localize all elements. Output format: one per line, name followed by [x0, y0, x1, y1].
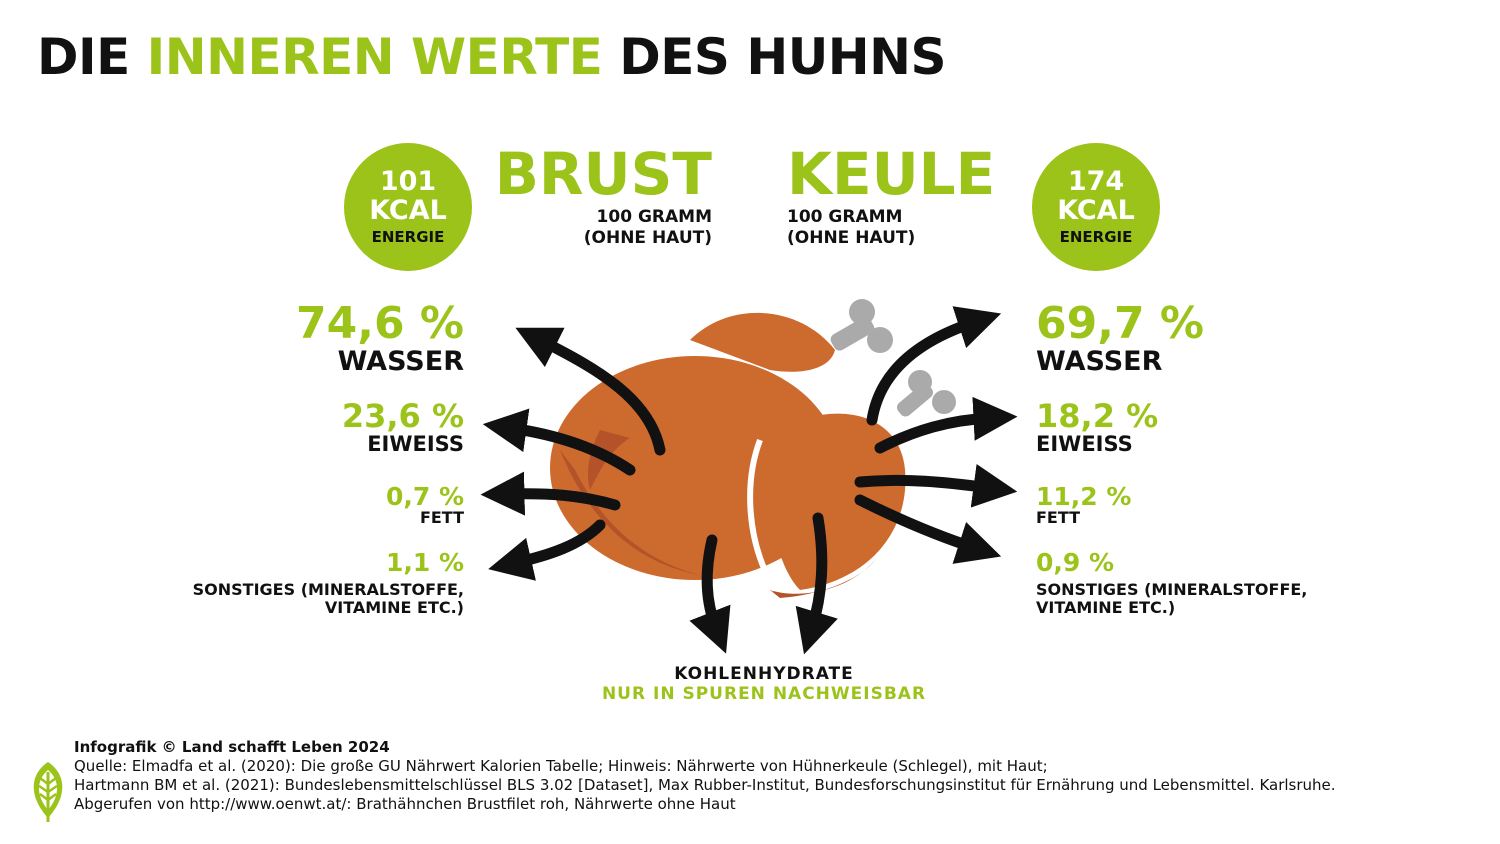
footer-line-3: Abgerufen von http://www.oenwt.at/: Brat… — [74, 795, 736, 813]
right-kcal-value: 174 — [1067, 166, 1125, 198]
left-arrow-water — [515, 327, 666, 456]
left-heading: BRUST — [494, 140, 712, 208]
footer-line-1: Quelle: Elmadfa et al. (2020): Die große… — [74, 757, 1048, 775]
right-arrow-carbs — [795, 512, 838, 655]
right-stat-other: 0,9 % SONSTIGES (MINERALSTOFFE, VITAMINE… — [1036, 550, 1307, 618]
left-fat-value: 0,7 % — [385, 482, 464, 511]
right-water-value: 69,7 % — [1036, 298, 1204, 349]
right-water-label: WASSER — [1036, 346, 1163, 377]
right-other-label-2: VITAMINE ETC.) — [1036, 598, 1176, 618]
left-arrow-protein — [482, 408, 636, 476]
right-arrow-protein — [874, 396, 1018, 454]
right-arrow-other — [854, 494, 1002, 564]
footer-line-2: Hartmann BM et al. (2021): Bundeslebensm… — [74, 776, 1336, 794]
left-protein-value: 23,6 % — [341, 397, 464, 435]
right-kcal-label: ENERGIE — [1059, 227, 1133, 246]
left-other-label-2: VITAMINE ETC.) — [324, 598, 464, 618]
right-kcal-unit: KCAL — [1057, 194, 1135, 226]
left-water-label: WASSER — [337, 346, 464, 377]
left-kcal-label: ENERGIE — [371, 227, 445, 246]
carbs-block: KOHLENHYDRATE NUR IN SPUREN NACHWEISBAR — [0, 664, 1500, 704]
carbs-title: KOHLENHYDRATE — [674, 664, 854, 684]
left-other-value: 1,1 % — [385, 548, 464, 577]
right-sub-2: (OHNE HAUT) — [787, 228, 916, 249]
right-stat-protein: 18,2 % EIWEISS — [1036, 400, 1158, 456]
carbs-note: NUR IN SPUREN NACHWEISBAR — [601, 684, 927, 704]
page-title: DIE INNEREN WERTE DES HUHNS — [37, 30, 946, 85]
left-kcal-unit: KCAL — [369, 194, 447, 226]
footer-credit: Infografik © Land schafft Leben 2024 — [74, 738, 390, 756]
left-heading-block: BRUST 100 GRAMM (OHNE HAUT) — [495, 145, 712, 250]
right-stat-water: 69,7 % WASSER — [1036, 298, 1204, 378]
left-arrow-other — [488, 519, 606, 581]
right-sub-1: 100 GRAMM — [787, 207, 903, 227]
right-protein-label: EIWEISS — [1036, 432, 1133, 456]
leaf-logo-icon — [33, 762, 63, 822]
right-arrows — [795, 306, 1018, 655]
right-fat-value: 11,2 % — [1036, 482, 1132, 511]
left-kcal-value: 101 — [379, 166, 437, 198]
footer-sources: Infografik © Land schafft Leben 2024 Que… — [74, 738, 1336, 814]
right-kcal-badge: 174 KCAL ENERGIE — [1032, 143, 1160, 271]
left-sub-2: (OHNE HAUT) — [583, 228, 712, 249]
left-stat-water: 74,6 % WASSER — [296, 298, 464, 378]
chicken-illustration — [480, 299, 1018, 655]
left-stat-other: 1,1 % SONSTIGES (MINERALSTOFFE, VITAMINE… — [193, 550, 464, 618]
left-stat-protein: 23,6 % EIWEISS — [342, 400, 464, 456]
left-water-value: 74,6 % — [296, 298, 464, 349]
left-arrow-fat — [480, 471, 621, 516]
right-fat-label: FETT — [1036, 508, 1081, 527]
left-other-label-1: SONSTIGES (MINERALSTOFFE, — [192, 580, 464, 599]
right-protein-value: 18,2 % — [1036, 397, 1159, 435]
left-kcal-badge: 101 KCAL ENERGIE — [344, 143, 472, 271]
drumstick-bone-icon — [830, 299, 956, 417]
left-stat-fat: 0,7 % FETT — [386, 484, 464, 527]
roast-chicken-icon — [550, 312, 906, 598]
right-arrow-fat — [854, 464, 1018, 508]
left-sub-1: 100 GRAMM — [596, 207, 712, 227]
right-heading: KEULE — [787, 140, 996, 208]
right-other-value: 0,9 % — [1036, 548, 1115, 577]
title-part-2: INNEREN WERTE — [146, 28, 603, 86]
left-fat-label: FETT — [419, 508, 464, 527]
left-protein-label: EIWEISS — [367, 432, 464, 456]
title-part-1: DIE — [37, 28, 147, 86]
title-part-3: DES HUHNS — [602, 28, 946, 86]
right-stat-fat: 11,2 % FETT — [1036, 484, 1131, 527]
right-arrow-water — [866, 306, 1002, 426]
right-heading-block: KEULE 100 GRAMM (OHNE HAUT) — [787, 145, 995, 250]
right-other-label-1: SONSTIGES (MINERALSTOFFE, — [1036, 580, 1308, 599]
left-arrow-carbs — [689, 534, 731, 654]
left-arrows — [480, 327, 731, 654]
